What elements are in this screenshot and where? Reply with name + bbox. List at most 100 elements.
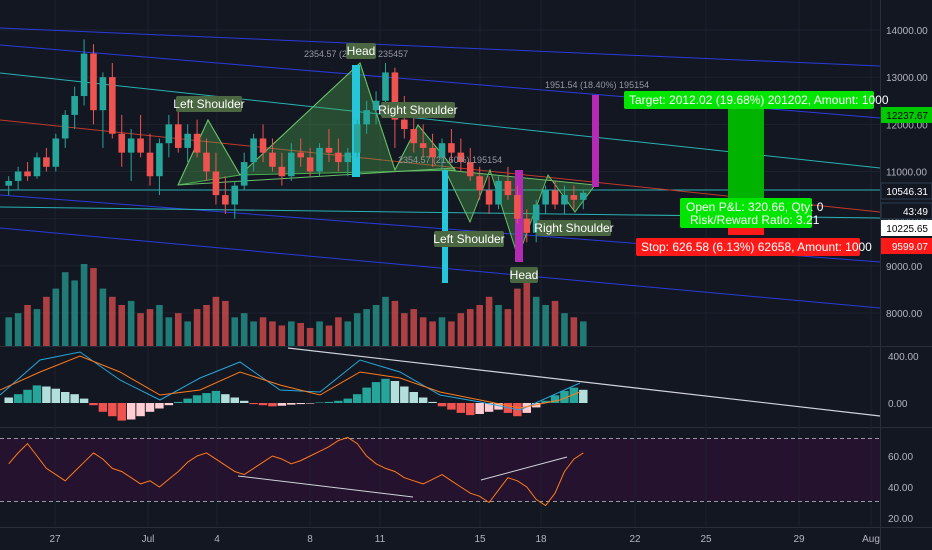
volume-bar: [551, 300, 559, 346]
candle-body: [325, 147, 333, 153]
time-axis[interactable]: 27 Jul 4 8 11 15 18 22 25 29 Aug: [49, 534, 879, 545]
macd-bar: [42, 386, 51, 403]
candle-body: [353, 124, 361, 153]
volume-bar: [71, 280, 78, 346]
price-tick: 11000.00: [886, 168, 927, 179]
candle-body: [156, 143, 163, 177]
volume-bar: [5, 317, 13, 346]
volume-bar: [174, 313, 182, 346]
volume-bar: [109, 296, 116, 346]
pattern-label-box: [176, 96, 242, 112]
macd-bar: [400, 386, 409, 403]
price-tag-text: 9599.07: [892, 242, 929, 253]
time-tick: 15: [474, 534, 486, 545]
candle-body: [570, 195, 578, 200]
time-tick: 22: [629, 534, 641, 545]
time-tick: 8: [307, 534, 313, 545]
volume-bar: [240, 313, 248, 346]
rsi-tick: 20.00: [888, 514, 913, 525]
candle-body: [495, 180, 502, 205]
macd-bar: [409, 392, 418, 403]
pattern-label: Left Shoulder: [173, 97, 244, 111]
candle-body: [344, 152, 352, 163]
head-measure-bar: [352, 65, 360, 177]
candles[interactable]: [5, 39, 587, 243]
candle-body: [514, 195, 521, 219]
volume-bar: [52, 288, 60, 346]
macd-bar: [249, 403, 258, 405]
candle-body: [127, 138, 135, 153]
volume-bar: [287, 321, 295, 346]
long-position-tool[interactable]: Target: 2012.02 (19.68%) 201202, Amount:…: [624, 91, 889, 256]
candle-body: [287, 152, 295, 177]
signal-line: [0, 355, 581, 409]
volume-bar: [193, 309, 201, 346]
candle-body: [259, 138, 267, 153]
volume-bar: [448, 321, 455, 346]
volume-bar: [259, 317, 267, 346]
stop-label-box: [636, 238, 860, 256]
candle-body: [24, 171, 31, 177]
macd-bar: [437, 403, 447, 407]
candle-body: [43, 157, 50, 167]
macd-bar: [343, 398, 353, 403]
macd-bar: [466, 403, 475, 416]
volume-bar: [231, 317, 239, 346]
volume-bar: [212, 296, 220, 346]
price-tick: 14000.00: [886, 26, 928, 37]
pattern-label-box: [346, 43, 376, 59]
volume-bar: [137, 313, 144, 346]
candle-body: [448, 143, 455, 153]
pattern-label: Left Shoulder: [433, 232, 504, 246]
pattern-label: Right Shoulder: [534, 221, 613, 235]
time-tick: 4: [214, 534, 220, 545]
volume-bar: [99, 288, 107, 346]
macd-bar: [174, 401, 183, 403]
macd-bar: [447, 403, 456, 410]
volume-bar: [33, 309, 41, 346]
macd-bar: [202, 393, 211, 403]
volume-bar: [523, 276, 531, 346]
macd-bar: [475, 403, 484, 414]
pattern-label-box: [381, 102, 455, 118]
price-axis[interactable]: 14000.0013000.0012000.0011000.0010000.00…: [886, 26, 928, 525]
volume-bar: [80, 264, 88, 346]
time-tick: 18: [535, 534, 547, 545]
volume-bar: [316, 321, 323, 346]
volume-bar: [43, 296, 50, 346]
candle-body: [174, 124, 182, 148]
pattern-labels: Head Left Shoulder Right Shoulder Left Shou…: [173, 43, 614, 283]
time-tick: 27: [49, 534, 61, 545]
target-label-box: [624, 91, 874, 109]
macd-bar: [60, 392, 70, 403]
volume-bar: [391, 300, 399, 346]
candle-body: [419, 143, 427, 148]
macd-bar: [108, 403, 117, 417]
candle-body: [485, 190, 493, 205]
price-tag: [880, 202, 932, 220]
time-tick: 25: [700, 534, 712, 545]
rsi-trendline: [237, 475, 414, 498]
candle-body: [410, 129, 418, 144]
time-tick: 11: [375, 534, 386, 545]
price-tick: 13000.00: [886, 73, 928, 84]
volume-bar: [429, 321, 436, 346]
macd-bar: [268, 403, 277, 407]
candle-body: [438, 143, 446, 158]
volume-bar: [165, 317, 173, 346]
volume-bar: [438, 317, 446, 346]
candle-body: [52, 138, 60, 167]
candle-body: [523, 218, 531, 233]
volume-bar: [184, 321, 191, 346]
macd-bar: [550, 395, 560, 403]
macd-bar: [324, 401, 334, 403]
pattern-label: Head: [510, 268, 539, 282]
price-tags: 12237.67 10546.31 43:49 10225.65 9599.07: [880, 107, 932, 254]
volume-bar: [495, 305, 502, 346]
candle-body: [240, 162, 248, 186]
volume-bars: [5, 264, 587, 346]
macd-bar: [70, 394, 79, 403]
macd-bar: [230, 397, 240, 403]
candle-body: [335, 152, 342, 163]
